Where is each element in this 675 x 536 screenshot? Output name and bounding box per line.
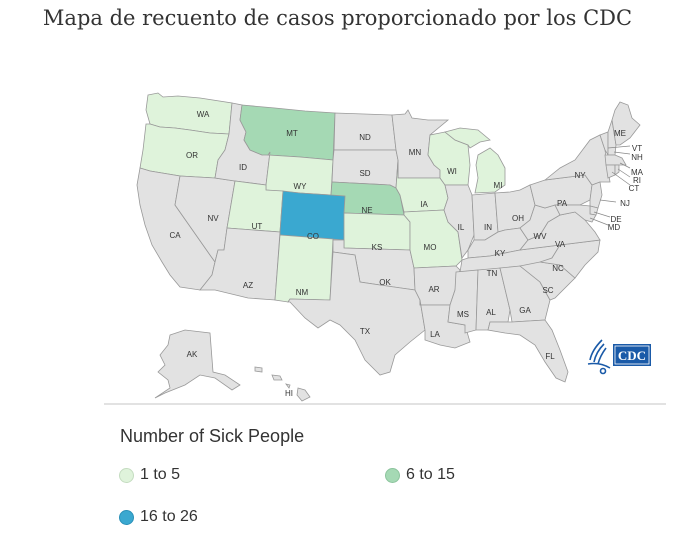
state-label: TX — [360, 327, 371, 336]
state-label: GA — [519, 306, 531, 315]
state-IN[interactable] — [471, 192, 499, 241]
state-HI[interactable] — [254, 366, 311, 402]
state-MD[interactable] — [554, 204, 597, 223]
us-case-map: WA OR ID MT ND SD MN WI MI WY NE IA NV U… — [100, 80, 670, 405]
state-MA[interactable] — [604, 154, 627, 166]
state-label: IA — [420, 200, 428, 209]
state-label: KS — [372, 243, 383, 252]
legend-swatch-icon — [119, 509, 134, 525]
state-IL[interactable] — [443, 184, 475, 260]
state-label: AR — [428, 285, 439, 294]
state-label: WY — [294, 182, 308, 191]
state-label: NE — [361, 206, 372, 215]
state-label: HI — [285, 389, 293, 398]
state-label: MN — [409, 148, 422, 157]
state-AK[interactable] — [154, 329, 241, 399]
legend-label: 16 to 26 — [140, 508, 198, 525]
state-WI[interactable] — [427, 131, 471, 186]
state-MI[interactable] — [444, 127, 506, 194]
state-label: NY — [574, 171, 586, 180]
legend-swatch-icon — [119, 467, 134, 483]
state-label: AK — [187, 350, 198, 359]
state-label: VA — [555, 240, 566, 249]
state-label: CT — [629, 184, 640, 193]
state-label: IN — [484, 223, 492, 232]
legend-item-6-to-15: 6 to 15 — [385, 466, 455, 484]
state-label: OR — [186, 151, 198, 160]
legend-swatch-icon — [385, 467, 400, 483]
state-label: ID — [239, 163, 247, 172]
state-label: WA — [197, 110, 210, 119]
legend-divider — [104, 403, 666, 405]
state-FL[interactable] — [487, 319, 569, 383]
legend-item-1-to-5: 1 to 5 — [119, 466, 180, 484]
state-label: DE — [610, 215, 621, 224]
state-label: AL — [486, 308, 496, 317]
state-TX[interactable] — [287, 251, 426, 376]
legend-title: Number of Sick People — [120, 426, 305, 446]
state-NC[interactable] — [539, 239, 601, 279]
state-label: ND — [359, 133, 371, 142]
state-label: OK — [379, 278, 391, 287]
state-ND[interactable] — [333, 112, 397, 151]
state-label: WI — [447, 167, 457, 176]
state-label: LA — [430, 330, 440, 339]
state-label: NV — [207, 214, 219, 223]
state-label: RI — [633, 176, 641, 185]
legend-label: 6 to 15 — [406, 466, 455, 483]
state-NH[interactable] — [607, 119, 617, 156]
state-label: MS — [457, 310, 469, 319]
page-title: Mapa de recuento de casos proporcionado … — [42, 6, 633, 30]
state-label: TN — [487, 269, 498, 278]
hhs-eagle-icon — [587, 339, 611, 375]
state-CT[interactable] — [605, 164, 616, 179]
state-label: PA — [557, 199, 568, 208]
state-label: NJ — [620, 199, 630, 208]
state-label: SC — [542, 286, 553, 295]
state-label: CA — [169, 231, 181, 240]
state-label: SD — [359, 169, 370, 178]
state-label: ME — [614, 129, 626, 138]
state-label: MI — [494, 181, 503, 190]
state-label: NC — [552, 264, 564, 273]
state-label: FL — [545, 352, 555, 361]
state-label: KY — [495, 249, 506, 258]
state-label: IL — [458, 223, 465, 232]
state-RI[interactable] — [614, 164, 620, 176]
state-ME[interactable] — [611, 101, 641, 146]
state-label: MA — [631, 168, 644, 177]
legend-item-16-to-26: 16 to 26 — [119, 508, 198, 526]
state-label: CO — [307, 232, 319, 241]
state-label: NM — [296, 288, 309, 297]
state-label: VT — [632, 144, 642, 153]
state-DE[interactable] — [589, 205, 599, 216]
state-label: MD — [608, 223, 621, 232]
cdc-logo-text: CDC — [618, 348, 646, 363]
state-label: NH — [631, 153, 643, 162]
state-label: MT — [286, 129, 298, 138]
cdc-logo: CDC — [587, 339, 651, 375]
state-label: AZ — [243, 281, 253, 290]
state-label: OH — [512, 214, 524, 223]
state-label: WV — [534, 232, 548, 241]
state-NJ[interactable] — [589, 181, 603, 209]
state-label: MO — [424, 243, 437, 252]
legend-label: 1 to 5 — [140, 466, 181, 483]
state-label: UT — [252, 222, 263, 231]
